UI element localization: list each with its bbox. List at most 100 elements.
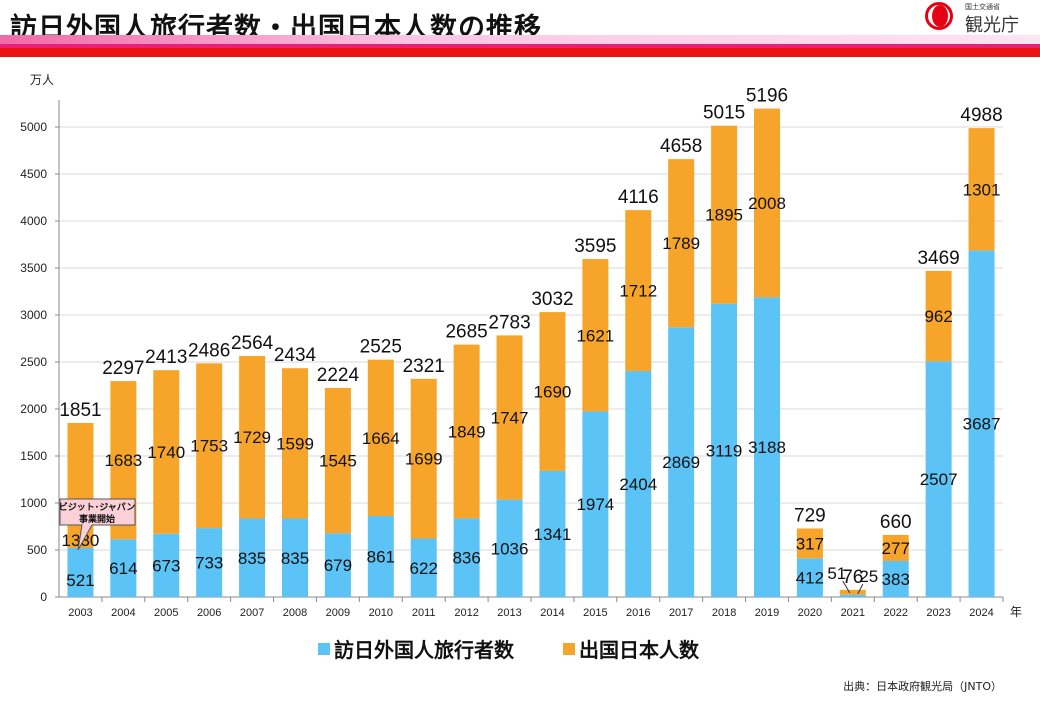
data-label-total: 2297 [102,358,144,379]
bar-inbound [796,558,823,597]
data-label-inbound: 2404 [619,475,657,494]
bar-outbound [496,335,523,500]
bar-outbound [625,210,652,372]
data-label-total: 4116 [618,187,659,208]
bar-outbound [796,528,823,559]
bar-inbound [367,516,394,597]
y-tick-label: 5000 [20,120,47,134]
y-tick-label: 2000 [20,402,47,416]
bar-inbound [839,594,866,597]
data-label-inbound: 679 [324,556,352,575]
bar-inbound [239,518,266,597]
data-label-total: 4988 [960,105,1002,126]
x-tick-label: 2023 [926,607,950,619]
x-tick-label: 2015 [583,607,607,619]
bar-outbound [839,589,866,595]
data-label-outbound: 1301 [963,180,1001,199]
data-label-inbound: 3687 [963,415,1001,434]
bar-inbound [539,470,566,597]
bar-inbound [668,327,695,597]
data-label-total: 3595 [574,236,616,257]
y-tick-label: 500 [27,543,47,557]
data-label-outbound: 1664 [362,429,400,448]
data-label-inbound: 836 [452,549,480,568]
data-label-outbound: 1740 [147,443,185,462]
bar-outbound [196,363,223,529]
data-label-outbound: 1683 [104,451,142,470]
y-tick-label: 2500 [20,355,47,369]
data-label-outbound: 1690 [534,383,572,402]
data-label-total: 2224 [317,365,360,386]
data-label-inbound: 622 [410,559,438,578]
logo-circle-icon [932,5,948,27]
x-tick-label: 2007 [240,607,264,619]
bar-outbound [453,344,480,519]
bar-inbound [496,499,523,597]
bar-outbound [539,312,566,471]
data-label-outbound: 2008 [748,194,786,213]
data-label-inbound: 1341 [534,525,572,544]
data-label-inbound: 1974 [576,495,614,514]
bar-inbound [625,371,652,597]
data-label-total: 2783 [488,312,530,333]
y-tick-label: 3500 [20,261,47,275]
bar-outbound [582,259,609,412]
data-label-inbound: 2507 [920,470,958,489]
data-label-inbound: 835 [238,549,266,568]
data-label-inbound: 383 [882,570,910,589]
y-tick-label: 4000 [20,214,47,228]
bar-outbound [282,368,308,519]
data-label-total: 2525 [360,337,402,358]
bar-outbound [239,355,266,519]
x-tick-label: 2012 [454,607,478,619]
data-label-inbound: 412 [796,569,824,588]
x-tick-label: 2017 [669,607,693,619]
x-tick-label: 2010 [369,607,393,619]
x-tick-label: 2022 [883,607,907,619]
data-label-inbound: 835 [281,549,309,568]
y-tick-label: 3000 [20,308,47,322]
data-label-total: 4658 [660,136,702,157]
logo-circle-icon [925,2,953,30]
data-label-outbound: 1699 [405,450,443,469]
header-band [0,48,1040,57]
bar-inbound [882,560,909,597]
bar-outbound [324,387,351,534]
bar-outbound [668,159,695,328]
data-label-total: 660 [880,512,912,533]
data-label-outbound: 1712 [619,282,657,301]
data-label-outbound: 1621 [576,326,614,345]
bar-outbound [925,270,952,362]
legend-label-outbound: 出国日本人数 [579,638,700,662]
data-label-inbound: 25 [859,567,878,586]
x-tick-label: 2011 [412,607,436,619]
data-label-outbound: 1895 [705,206,743,225]
data-label-inbound: 673 [152,556,180,575]
data-label-total: 729 [794,505,826,526]
x-tick-label: 2009 [326,607,350,619]
logo-ministry: 国土交通省 [965,3,1000,11]
data-label-outbound: 1789 [662,234,700,253]
data-label-total: 3469 [917,248,959,269]
data-label-total: 2486 [188,340,230,361]
y-tick-label: 0 [40,590,47,604]
x-tick-label: 2020 [798,607,822,619]
y-tick-label: 4500 [20,167,47,181]
data-label-inbound: 2869 [662,453,700,472]
bar-outbound [153,370,180,534]
leader-line [857,583,864,595]
data-label-outbound: 1849 [448,423,486,442]
legend-swatch-inbound [318,643,330,655]
logo-agency: 観光庁 [965,15,1019,36]
x-tick-label: 2014 [540,607,564,619]
x-tick-label: 2013 [497,607,521,619]
x-tick-label: 2019 [755,607,779,619]
data-label-outbound: 1753 [190,437,228,456]
data-label-inbound: 3119 [706,441,743,460]
bar-inbound [153,533,180,597]
data-label-total: 5015 [703,103,745,124]
header-band [0,44,1040,48]
data-label-total: 2321 [403,356,445,377]
bar-inbound [925,361,952,597]
data-label-outbound: 1747 [491,409,529,428]
